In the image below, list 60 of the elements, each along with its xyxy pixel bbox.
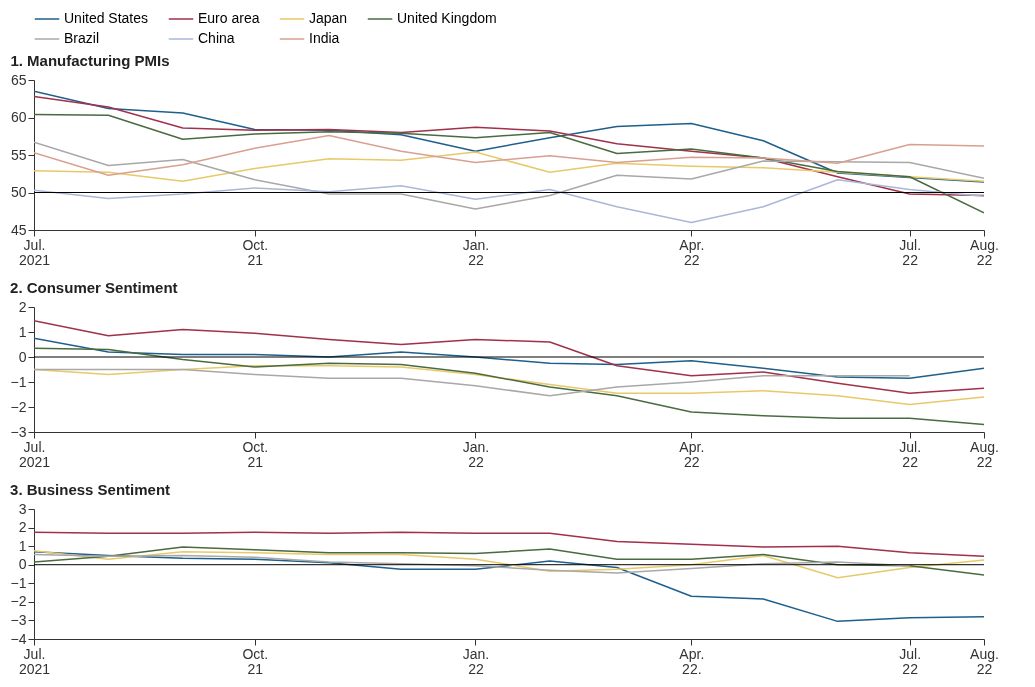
y-tick-label: 45: [10, 221, 27, 238]
y-tick-label: 0: [18, 348, 27, 365]
y-tick-label: −3: [10, 611, 27, 628]
x-tick-label: Jul. 22: [899, 236, 922, 268]
line-series: [34, 141, 984, 210]
chart-title: 2. Consumer Sentiment: [10, 279, 178, 296]
y-tick-label: 55: [10, 146, 27, 163]
y-tick-label: −2: [10, 398, 27, 415]
y-tick-label: −1: [10, 373, 27, 390]
line-series: [34, 337, 984, 379]
y-tick-label: 1: [18, 323, 27, 340]
legend-label: United States: [64, 10, 149, 26]
chart-title: 1. Manufacturing PMIs: [10, 52, 170, 69]
legend-label: India: [309, 30, 340, 46]
line-series: [34, 320, 984, 394]
x-tick-label: Aug. 22: [970, 645, 999, 677]
x-tick-label: Jan. 22: [462, 236, 490, 268]
x-tick-label: Oct. 21: [242, 438, 269, 470]
legend-label: Euro area: [198, 10, 260, 26]
legend-label: United Kingdom: [397, 10, 497, 26]
chart-title: 3. Business Sentiment: [10, 481, 171, 498]
x-tick-label: Jul. 22: [899, 645, 922, 677]
x-tick-label: Jul. 2021: [18, 645, 51, 677]
line-series: [34, 134, 984, 176]
legend-label: Brazil: [64, 30, 100, 46]
x-tick-label: Aug. 22: [970, 236, 999, 268]
y-tick-label: −4: [10, 630, 27, 647]
x-tick-label: Jul. 2021: [18, 438, 51, 470]
x-tick-label: Jan. 22: [462, 645, 490, 677]
x-tick-label: Apr. 22: [679, 438, 705, 470]
line-series: [34, 368, 911, 397]
line-series: [34, 347, 984, 426]
x-tick-label: Jul. 2021: [18, 236, 51, 268]
x-tick-label: Jul. 22: [899, 438, 922, 470]
legend-label: Japan: [309, 10, 348, 26]
x-tick-label: Aug. 22: [970, 438, 999, 470]
y-tick-label: 2: [18, 519, 27, 536]
line-series: [34, 531, 984, 558]
y-tick-label: −3: [10, 423, 27, 440]
y-tick-label: −1: [10, 574, 27, 591]
x-tick-label: Apr. 22.: [679, 645, 705, 677]
line-series: [34, 151, 984, 182]
x-tick-label: Oct. 21: [242, 645, 269, 677]
x-tick-label: Oct. 21: [242, 236, 269, 268]
y-tick-label: 50: [10, 184, 27, 200]
y-tick-label: 3: [18, 500, 27, 517]
line-series: [34, 553, 911, 574]
y-tick-label: 60: [10, 109, 27, 125]
x-tick-label: Jan. 22: [462, 438, 490, 470]
legend-label: China: [198, 30, 235, 46]
y-tick-label: 1: [18, 537, 27, 554]
y-tick-label: −2: [10, 593, 27, 610]
y-tick-label: 65: [10, 71, 27, 88]
y-tick-label: 2: [18, 298, 27, 315]
line-series: [34, 113, 984, 214]
line-series: [34, 550, 984, 623]
x-tick-label: Apr. 22: [679, 236, 705, 268]
y-tick-label: 0: [18, 556, 27, 573]
line-series: [34, 90, 984, 183]
line-series: [34, 179, 984, 224]
